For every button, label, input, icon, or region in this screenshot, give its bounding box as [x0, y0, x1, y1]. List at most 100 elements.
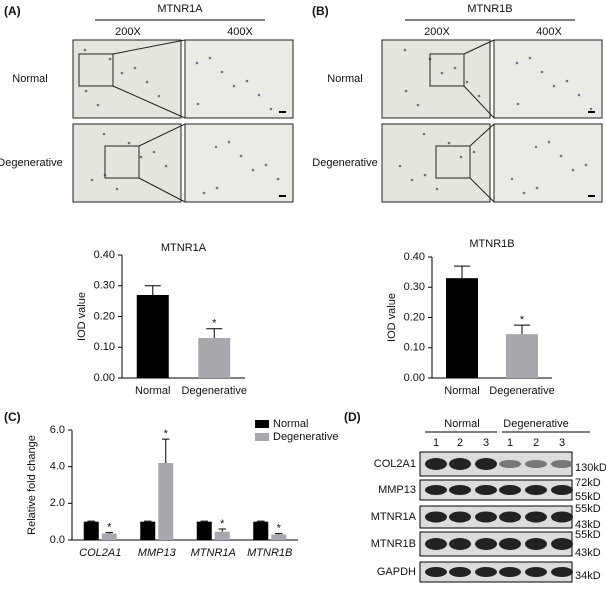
error-bar [206, 328, 223, 339]
cell [264, 163, 268, 167]
y-tick-label: 0.0 [50, 534, 65, 546]
cell [276, 177, 280, 181]
y-axis-label: Relative fold change [26, 435, 38, 535]
band [425, 458, 447, 470]
cell [164, 164, 168, 168]
x-tick-label: MTNR1A [191, 547, 236, 559]
cell [423, 173, 427, 177]
size-label: 55kD [575, 491, 601, 503]
micrograph [381, 39, 491, 119]
inset-link [138, 177, 186, 203]
magnification: 200X [115, 26, 141, 38]
cell [257, 93, 261, 97]
inset-link [469, 123, 495, 147]
error-bar [144, 285, 161, 295]
inset-box [429, 53, 465, 87]
cell [115, 187, 119, 191]
cell [403, 48, 407, 52]
bar [140, 521, 156, 540]
bar [446, 278, 478, 378]
cell [584, 163, 588, 167]
band [551, 538, 573, 550]
cell [565, 79, 569, 83]
protein-label: GAPDH [377, 566, 416, 578]
x-tick-label: Degenerative [489, 385, 554, 397]
error-bar [87, 520, 95, 522]
cell [435, 187, 439, 191]
band [499, 538, 521, 550]
micrograph [72, 39, 182, 119]
y-tick-label: 0.20 [94, 310, 115, 322]
y-tick-label: 6.0 [50, 424, 65, 436]
band [499, 511, 521, 523]
significance: * [164, 428, 169, 440]
micrograph [72, 123, 182, 203]
inset-link [112, 85, 186, 119]
inset-box [78, 53, 114, 87]
cell [83, 48, 87, 52]
cell [152, 150, 156, 154]
band [525, 567, 547, 577]
cell [398, 164, 402, 168]
y-tick-label: 0.10 [404, 342, 425, 354]
cell [245, 79, 249, 83]
significance: * [107, 522, 112, 534]
cell [510, 177, 514, 181]
band [525, 511, 547, 523]
protein-label: MTNR1B [371, 538, 416, 550]
cell [571, 168, 575, 172]
protein-label: MTNR1A [371, 511, 417, 523]
micrograph [184, 123, 294, 203]
y-tick-label: 0.00 [94, 372, 115, 384]
lane-number: 2 [457, 437, 463, 449]
band [475, 485, 497, 495]
micrograph [493, 123, 603, 203]
y-axis-label: IOD value [76, 292, 88, 341]
bar [214, 531, 230, 540]
cell [108, 57, 112, 61]
band [425, 485, 447, 495]
micrograph [493, 39, 603, 119]
cell [477, 94, 481, 98]
band [499, 485, 521, 495]
size-label: 55kD [575, 529, 601, 541]
bar [506, 334, 538, 378]
bar [196, 521, 212, 540]
legend-swatch [255, 433, 269, 441]
x-tick-label: MTNR1B [247, 547, 292, 559]
cell [96, 103, 100, 107]
inset-box [104, 145, 140, 179]
cell [202, 191, 206, 195]
cell [516, 102, 520, 106]
size-label: 130kD [575, 462, 606, 474]
group-label: Degenerative [503, 418, 568, 430]
cell [559, 154, 563, 158]
band [525, 538, 547, 550]
panel-label: (A) [4, 4, 21, 18]
row-label: Degenerative [0, 157, 63, 169]
band [475, 458, 497, 470]
marker-title: MTNR1B [467, 3, 512, 15]
cell [208, 56, 212, 60]
error-bar [162, 438, 170, 463]
lane-number: 2 [533, 437, 539, 449]
cell [127, 141, 131, 145]
cell [416, 103, 420, 107]
significance: * [277, 522, 282, 534]
y-tick-label: 0.30 [94, 280, 115, 292]
micrograph [184, 39, 294, 119]
band [525, 485, 547, 495]
cell [133, 66, 137, 70]
band [499, 567, 521, 577]
inset-link [463, 39, 495, 55]
band [525, 460, 547, 468]
cell [220, 70, 224, 74]
y-tick-label: 0.40 [94, 249, 115, 261]
row-label: Normal [12, 73, 47, 85]
error-bar [275, 533, 283, 535]
error-bar [105, 532, 113, 534]
magnification: 400X [536, 26, 562, 38]
significance: * [520, 314, 525, 326]
cell [465, 80, 469, 84]
cell [422, 132, 426, 136]
